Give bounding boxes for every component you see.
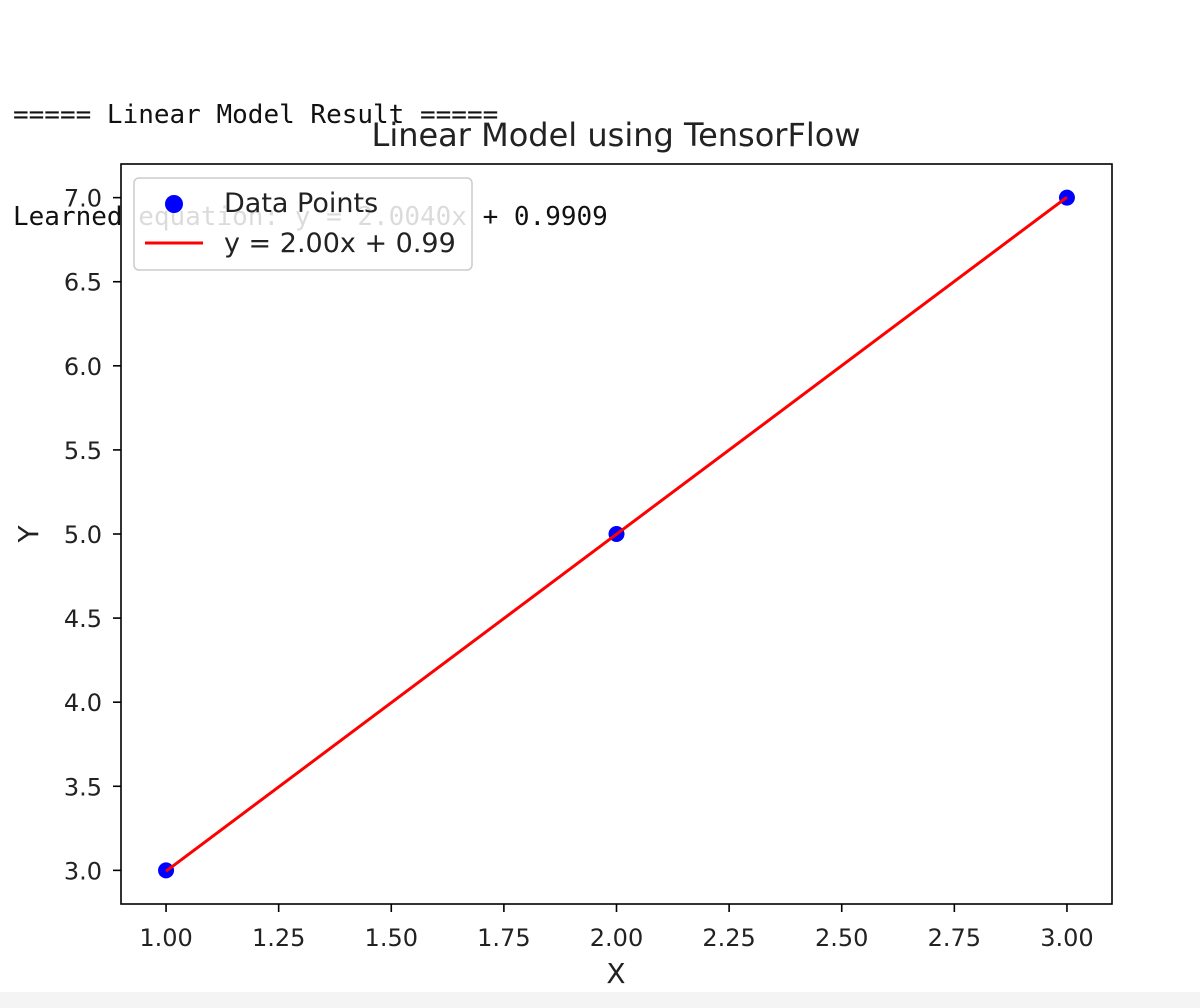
y-tick-label: 5.0 — [64, 521, 102, 549]
chart-title: Linear Model using TensorFlow — [371, 116, 860, 154]
legend-box — [133, 177, 473, 271]
y-tick-label: 7.0 — [64, 185, 102, 213]
y-axis-label: Y — [12, 525, 45, 544]
plot-series — [158, 189, 1075, 879]
fit-line — [165, 195, 1068, 873]
y-tick-label: 6.0 — [64, 353, 102, 381]
y-tick-label: 5.5 — [64, 437, 102, 465]
x-tick-label: 1.50 — [365, 924, 418, 952]
y-tick-label: 3.0 — [64, 857, 102, 885]
x-tick-label: 1.25 — [252, 924, 305, 952]
plot-frame — [120, 163, 1113, 905]
x-tick-label: 2.75 — [928, 924, 981, 952]
x-tick-label: 2.25 — [702, 924, 755, 952]
y-axis-ticks: 3.0 3.5 4.0 4.5 5.0 5.5 6.0 6.5 7.0 — [64, 185, 121, 885]
y-tick-label: 4.0 — [64, 689, 102, 717]
legend: Data Points y = 2.00x + 0.99 — [133, 177, 473, 271]
legend-label-fit-line: y = 2.00x + 0.99 — [224, 228, 456, 259]
y-tick-label: 4.5 — [64, 605, 102, 633]
legend-label-data-points: Data Points — [224, 188, 378, 219]
legend-marker-data-points — [165, 195, 183, 213]
x-tick-label: 2.50 — [815, 924, 868, 952]
y-tick-label: 6.5 — [64, 269, 102, 297]
output-bottom-divider — [0, 992, 1200, 1008]
console-line-header: ===== Linear Model Result ===== — [13, 100, 499, 130]
x-axis-label: X — [606, 957, 625, 990]
x-axis-ticks: 1.00 1.25 1.50 1.75 2.00 2.25 2.50 2.75 3.00 — [139, 904, 1094, 952]
y-tick-label: 3.5 — [64, 773, 102, 801]
x-tick-label: 1.75 — [477, 924, 530, 952]
x-tick-label: 1.00 — [139, 924, 192, 952]
x-tick-label: 3.00 — [1040, 924, 1093, 952]
x-tick-label: 2.00 — [590, 924, 643, 952]
